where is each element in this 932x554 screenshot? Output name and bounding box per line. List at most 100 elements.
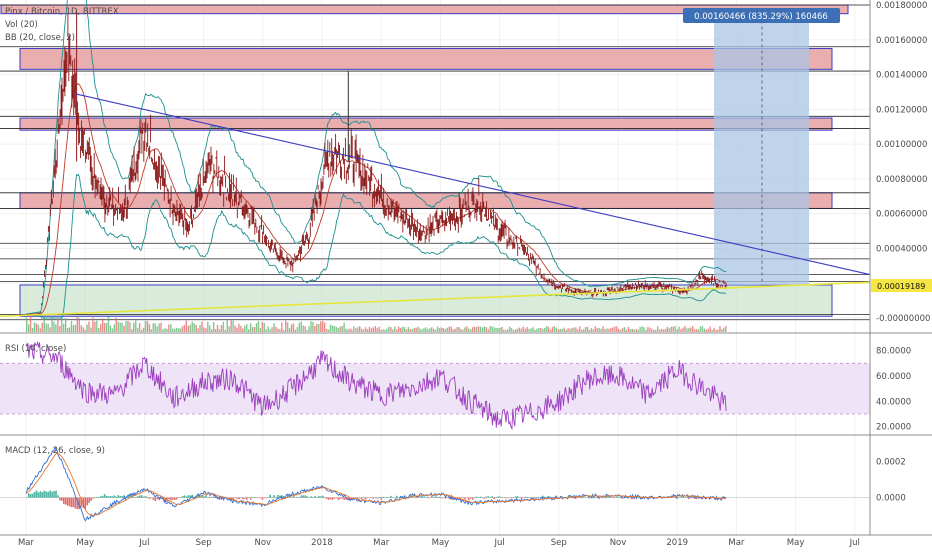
volume-bar bbox=[111, 328, 114, 332]
volume-bar bbox=[162, 329, 164, 332]
macd-histogram-bar bbox=[64, 497, 67, 505]
macd-histogram-bar bbox=[177, 497, 180, 498]
macd-histogram-bar bbox=[462, 497, 464, 499]
volume-bar bbox=[41, 322, 43, 332]
macd-histogram-bar bbox=[115, 496, 118, 498]
macd-histogram-bar bbox=[545, 497, 548, 498]
time-scale-label: Mar bbox=[18, 538, 35, 548]
macd-histogram-bar bbox=[438, 496, 441, 498]
symbol-legend[interactable]: Pinx / Bitcoin, 1D, BITTREX bbox=[5, 7, 119, 17]
macd-histogram-bar bbox=[146, 496, 149, 498]
macd-histogram-bar bbox=[429, 497, 431, 499]
volume-bar bbox=[327, 329, 330, 332]
volume-legend[interactable]: Vol (20) bbox=[5, 20, 38, 30]
volume-bar bbox=[255, 323, 258, 332]
macd-histogram-bar bbox=[263, 497, 266, 499]
macd-histogram-bar bbox=[450, 497, 453, 500]
volume-bar bbox=[290, 324, 293, 332]
volume-bar bbox=[166, 328, 168, 332]
macd-histogram-bar bbox=[290, 497, 293, 499]
volume-bar bbox=[92, 317, 94, 332]
rsi-scale-label: 20.0000 bbox=[876, 423, 911, 433]
macd-histogram-bar bbox=[92, 497, 94, 499]
volume-bar bbox=[534, 329, 536, 332]
volume-bar bbox=[569, 328, 571, 332]
volume-bar bbox=[616, 326, 618, 332]
volume-bar bbox=[366, 328, 369, 332]
volume-bar bbox=[300, 321, 302, 332]
macd-histogram-bar bbox=[440, 497, 443, 499]
volume-bar bbox=[137, 327, 139, 332]
volume-bar bbox=[66, 327, 69, 332]
macd-histogram-bar bbox=[355, 497, 357, 498]
macd-histogram-bar bbox=[249, 497, 252, 500]
volume-bar bbox=[64, 317, 67, 332]
volume-bar bbox=[304, 326, 306, 332]
volume-bar bbox=[489, 326, 491, 332]
volume-bar bbox=[249, 323, 252, 332]
time-scale-label: Jul bbox=[138, 538, 149, 548]
volume-bar bbox=[536, 328, 538, 332]
macd-histogram-bar bbox=[586, 497, 589, 498]
volume-bar bbox=[222, 321, 225, 332]
volume-bar bbox=[433, 328, 435, 332]
macd-histogram-bar bbox=[497, 496, 499, 498]
volume-bar bbox=[518, 327, 521, 332]
macd-histogram-bar bbox=[561, 496, 564, 498]
volume-bar bbox=[285, 320, 287, 332]
volume-bar bbox=[189, 324, 191, 332]
volume-bar bbox=[158, 323, 160, 332]
volume-bar bbox=[643, 327, 645, 332]
macd-histogram-bar bbox=[678, 497, 680, 498]
volume-bar bbox=[318, 323, 320, 332]
macd-histogram-bar bbox=[532, 496, 534, 498]
rsi-legend[interactable]: RSI (14, close) bbox=[5, 344, 66, 354]
volume-bar bbox=[199, 325, 201, 332]
volume-bar bbox=[74, 324, 77, 332]
macd-histogram-bar bbox=[59, 497, 61, 501]
volume-bar bbox=[380, 329, 382, 332]
macd-histogram-bar bbox=[672, 497, 675, 498]
macd-histogram-bar bbox=[544, 496, 546, 498]
macd-pane[interactable] bbox=[0, 435, 870, 535]
macd-histogram-bar bbox=[45, 491, 48, 498]
volume-bar bbox=[351, 329, 353, 332]
macd-histogram-bar bbox=[386, 497, 388, 498]
volume-bar bbox=[244, 325, 246, 332]
bb-legend[interactable]: BB (20, close, 2) bbox=[5, 33, 75, 43]
volume-bar bbox=[608, 328, 610, 332]
support-zone bbox=[19, 284, 833, 317]
macd-histogram-bar bbox=[129, 494, 131, 498]
volume-bar bbox=[26, 317, 28, 332]
volume-bar bbox=[538, 327, 540, 332]
volume-bar bbox=[444, 329, 447, 332]
volume-bar bbox=[232, 320, 234, 332]
volume-bar bbox=[142, 327, 145, 332]
macd-histogram-bar bbox=[294, 497, 297, 498]
time-scale-label: Sep bbox=[196, 538, 212, 548]
macd-histogram-bar bbox=[100, 496, 102, 498]
macd-histogram-bar bbox=[475, 496, 478, 498]
volume-bar bbox=[625, 329, 628, 332]
volume-bar bbox=[80, 325, 82, 332]
macd-histogram-bar bbox=[612, 497, 614, 498]
volume-bar bbox=[185, 320, 188, 332]
macd-histogram-bar bbox=[471, 497, 474, 500]
macd-histogram-bar bbox=[201, 495, 203, 498]
macd-histogram-bar bbox=[670, 497, 673, 499]
macd-histogram-bar bbox=[72, 497, 75, 508]
measure-badge[interactable]: 0.00160466 (835.29%) 160466 bbox=[683, 8, 840, 23]
volume-bar bbox=[571, 327, 573, 332]
macd-histogram-bar bbox=[598, 497, 601, 499]
macd-histogram-bar bbox=[522, 497, 525, 499]
macd-histogram-bar bbox=[33, 491, 36, 498]
macd-legend[interactable]: MACD (12, 26, close, 9) bbox=[5, 446, 105, 456]
macd-histogram-bar bbox=[547, 496, 550, 498]
volume-bar bbox=[553, 326, 556, 332]
macd-histogram-bar bbox=[288, 496, 291, 498]
macd-histogram-bar bbox=[29, 493, 32, 498]
macd-histogram-bar bbox=[709, 497, 712, 500]
macd-histogram-bar bbox=[66, 497, 69, 506]
volume-bar bbox=[446, 327, 449, 332]
